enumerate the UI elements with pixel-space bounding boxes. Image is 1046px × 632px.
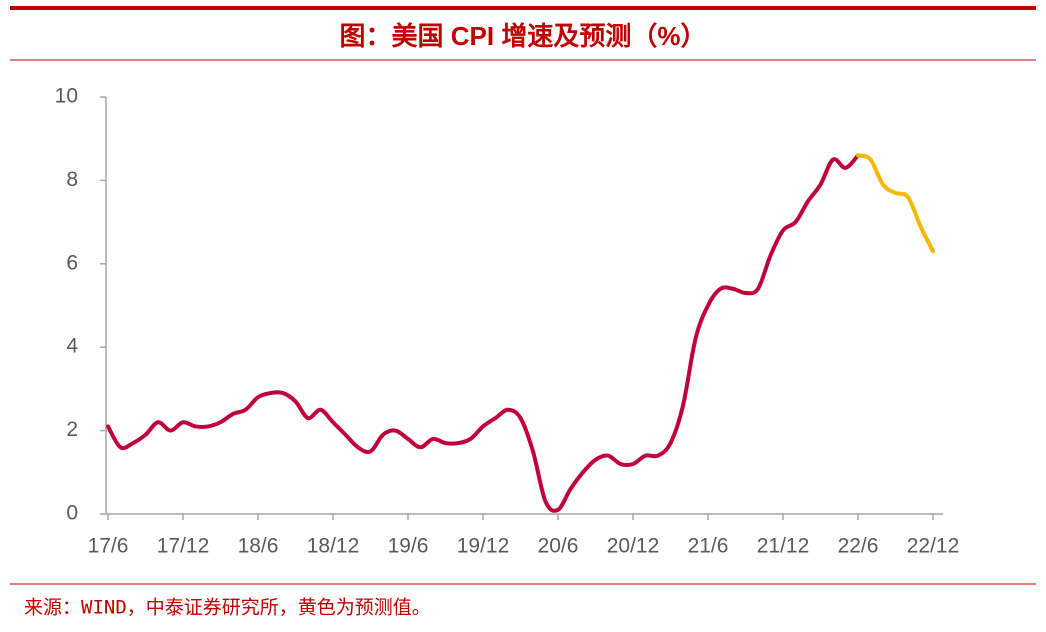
x-tick-label: 22/12 — [907, 535, 960, 558]
x-tick-label: 17/6 — [88, 535, 129, 558]
y-tick-label: 2 — [66, 418, 78, 441]
x-tick-label: 22/6 — [838, 535, 879, 558]
x-tick-label: 18/6 — [238, 535, 279, 558]
chart-title: 图：美国 CPI 增速及预测（%） — [340, 21, 707, 51]
y-tick-label: 10 — [55, 85, 78, 108]
y-tick-label: 4 — [66, 335, 78, 358]
series-line — [106, 153, 860, 513]
x-tick-label: 21/12 — [757, 535, 810, 558]
x-tick-label: 18/12 — [307, 535, 360, 558]
x-tick-label: 20/6 — [538, 535, 579, 558]
y-tick-label: 6 — [66, 251, 78, 274]
x-tick-label: 19/6 — [388, 535, 429, 558]
x-tick-label: 20/12 — [607, 535, 660, 558]
x-tick-label: 17/12 — [157, 535, 210, 558]
source-note: 来源：WIND，中泰证券研究所，黄色为预测值。 — [24, 597, 431, 619]
series-line — [856, 153, 935, 254]
x-tick-label: 21/6 — [688, 535, 729, 558]
x-tick-label: 19/12 — [457, 535, 510, 558]
y-tick-label: 8 — [66, 168, 78, 191]
y-tick-label: 0 — [66, 502, 78, 525]
